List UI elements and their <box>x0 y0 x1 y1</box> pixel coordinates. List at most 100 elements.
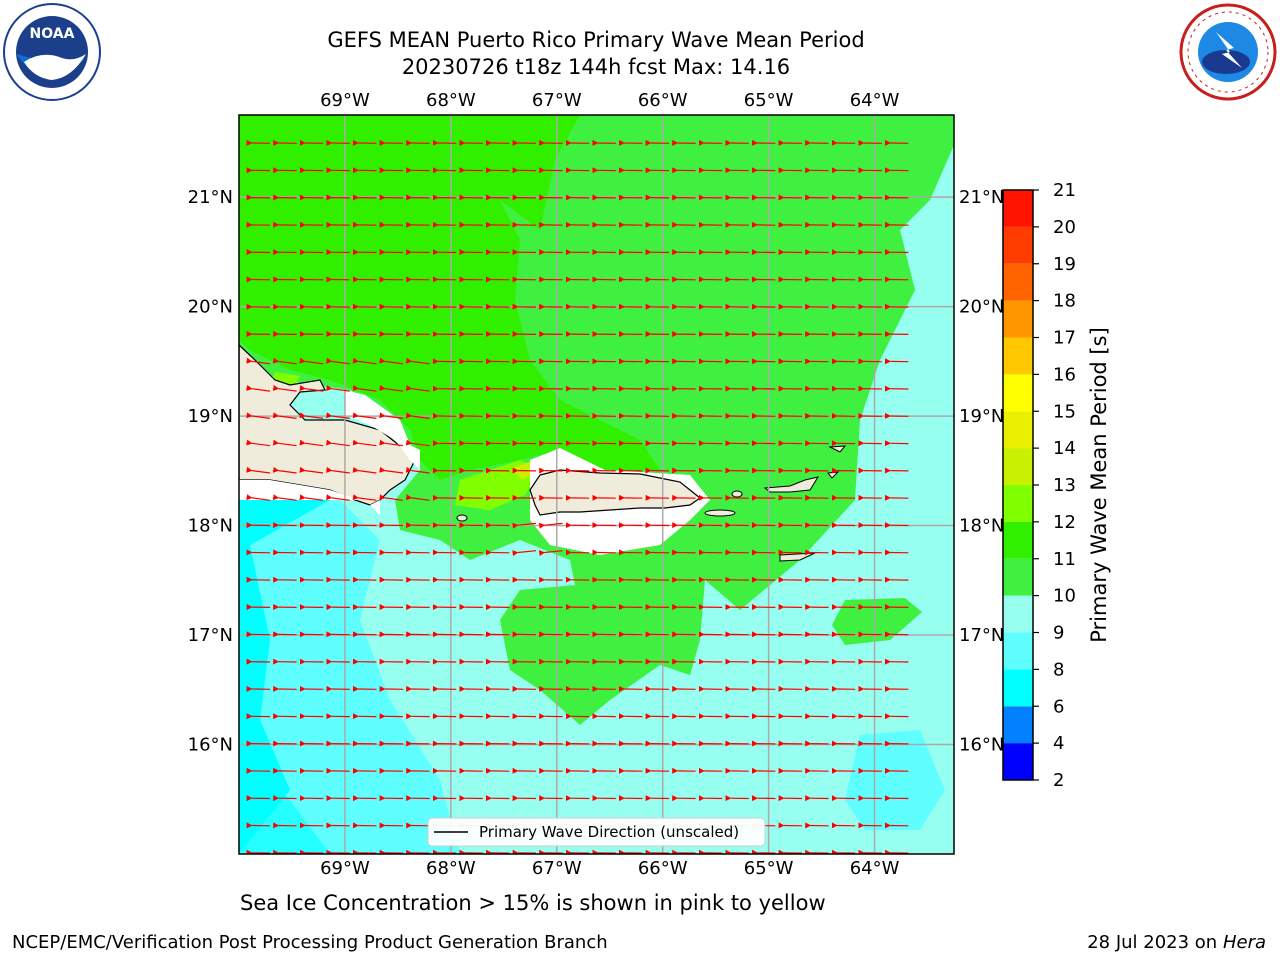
lon-tick-label: 69°W <box>320 90 370 111</box>
wave-arrow <box>272 385 297 392</box>
colorbar-tick-labels: 2 4 6 8 9 10 11 12 13 14 15 16 17 18 19 20 21 <box>1033 180 1076 791</box>
lat-tick-label: 18°N <box>188 516 233 537</box>
colorbar-segment <box>1003 632 1033 670</box>
colorbar-tick-label: 14 <box>1053 438 1076 459</box>
wave-arrow <box>512 522 537 529</box>
colorbar-segment <box>1003 226 1033 264</box>
colorbar-tick-label: 19 <box>1053 254 1076 275</box>
lon-tick-label: 68°W <box>426 858 476 879</box>
colorbar-tick-label: 6 <box>1053 696 1064 717</box>
culebra-island <box>731 490 743 498</box>
lon-tick-label: 66°W <box>638 858 688 879</box>
wave-arrow <box>272 494 297 501</box>
colorbar-tick-label: 8 <box>1053 659 1064 680</box>
colorbar-segment <box>1003 485 1033 522</box>
colorbar-tick-label: 2 <box>1053 770 1064 791</box>
lat-tick-label: 16°N <box>959 735 1004 756</box>
wave-arrow <box>299 385 324 392</box>
wave-arrow <box>379 412 404 419</box>
colorbar-segment <box>1003 558 1033 596</box>
wave-arrow <box>405 494 430 501</box>
wave-arrow <box>299 494 324 501</box>
lon-tick-label: 65°W <box>744 90 794 111</box>
wave-arrow <box>299 357 324 365</box>
lon-tick-label: 65°W <box>744 858 794 879</box>
wave-arrow <box>352 439 377 447</box>
colorbar-tick-label: 9 <box>1053 623 1064 644</box>
wave-arrow <box>379 439 404 447</box>
lat-tick-labels-left: 21°N 20°N 19°N 18°N 17°N 16°N <box>188 187 233 755</box>
wave-arrow <box>246 466 271 474</box>
vieques-island <box>704 509 736 517</box>
wave-arrow <box>272 357 297 365</box>
period-zone-8-9-se <box>845 730 945 830</box>
wave-arrow <box>538 522 563 529</box>
colorbar-label: Primary Wave Mean Period [s] <box>1087 327 1111 643</box>
noaa-logo-icon: NOAA <box>3 3 101 101</box>
sea-ice-caption: Sea Ice Concentration > 15% is shown in … <box>240 891 826 915</box>
desecheo-island <box>456 514 468 522</box>
lat-tick-label: 21°N <box>188 187 233 208</box>
land-mask-white <box>239 480 380 515</box>
wave-arrow <box>326 466 350 474</box>
lat-tick-label: 18°N <box>959 516 1004 537</box>
colorbar-segment <box>1003 190 1033 227</box>
wave-arrow <box>405 385 430 392</box>
wave-arrow <box>246 357 271 365</box>
lon-tick-labels-top: 69°W 68°W 67°W 66°W 65°W 64°W <box>320 90 900 111</box>
wave-arrow <box>379 466 404 474</box>
period-zone-10-11-south <box>832 598 922 645</box>
wave-arrow <box>326 412 350 419</box>
wave-arrow <box>352 494 377 501</box>
wave-arrow <box>405 357 430 365</box>
colorbar-tick-label: 18 <box>1053 291 1076 312</box>
colorbar-segment <box>1003 669 1033 707</box>
colorbar-segment <box>1003 595 1033 633</box>
colorbar-tick-label: 17 <box>1053 328 1076 349</box>
host-name: Hera <box>1222 932 1266 953</box>
wave-arrow <box>326 494 350 501</box>
wave-arrow <box>326 357 350 365</box>
lat-tick-label: 16°N <box>188 735 233 756</box>
colorbar-segment <box>1003 337 1033 375</box>
map-title: GEFS MEAN Puerto Rico Primary Wave Mean … <box>327 28 865 52</box>
lon-tick-label: 66°W <box>638 90 688 111</box>
wave-arrow <box>379 385 404 392</box>
wave-arrow <box>272 439 297 447</box>
nws-logo-icon <box>1179 3 1277 101</box>
lat-tick-label: 21°N <box>959 187 1004 208</box>
colorbar-tick-label: 11 <box>1053 549 1076 570</box>
lon-tick-label: 64°W <box>850 858 900 879</box>
wave-arrow <box>299 412 324 419</box>
lat-tick-labels-right: 21°N 20°N 19°N 18°N 17°N 16°N <box>959 187 1004 755</box>
lat-tick-label: 19°N <box>959 406 1004 427</box>
wave-arrow <box>512 550 537 557</box>
colorbar-tick-label: 12 <box>1053 512 1076 533</box>
wave-arrow <box>246 385 271 392</box>
colorbar-tick-label: 16 <box>1053 364 1076 385</box>
wave-arrow <box>405 412 430 419</box>
wave-arrow <box>352 357 377 365</box>
colorbar-tick-label: 15 <box>1053 401 1076 422</box>
direction-legend: Primary Wave Direction (unscaled) <box>427 817 766 847</box>
wave-direction-arrows <box>246 139 909 854</box>
colorbar-segment <box>1003 300 1033 338</box>
wave-arrow <box>299 439 324 447</box>
date-stamp: 28 Jul 2023 on Hera <box>1087 932 1266 953</box>
map-frame <box>238 114 955 855</box>
lat-tick-label: 20°N <box>959 297 1004 318</box>
colorbar <box>1002 189 1034 781</box>
wave-arrow <box>246 412 271 419</box>
wave-arrow <box>352 412 377 419</box>
wave-arrow <box>299 466 324 474</box>
lat-tick-label: 17°N <box>959 625 1004 646</box>
colorbar-segment <box>1003 448 1033 485</box>
puerto-rico-island <box>529 469 702 516</box>
lon-tick-label: 64°W <box>850 90 900 111</box>
colorbar-segment <box>1003 374 1033 412</box>
wave-arrow <box>379 357 404 365</box>
wave-arrow <box>379 494 404 501</box>
lat-tick-label: 17°N <box>188 625 233 646</box>
lat-tick-label: 19°N <box>188 406 233 427</box>
lon-tick-label: 68°W <box>426 90 476 111</box>
